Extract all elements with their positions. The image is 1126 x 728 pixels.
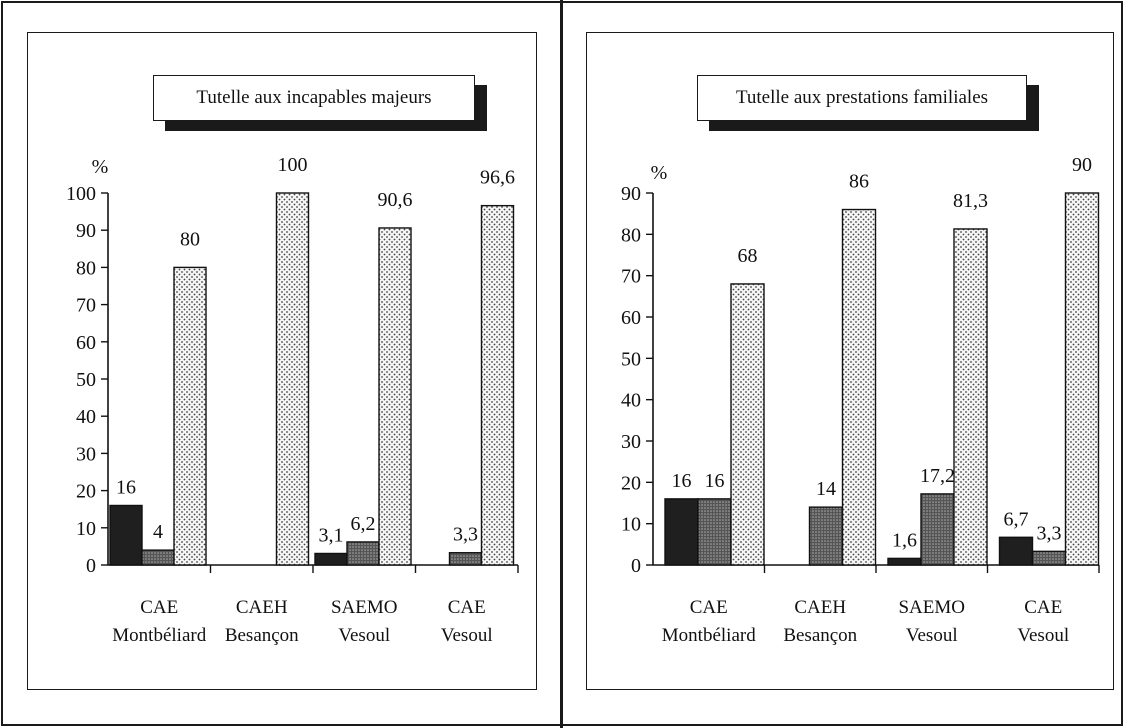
data-label: 3,3 xyxy=(453,524,478,546)
bar xyxy=(841,208,877,566)
y-tick-label: 70 xyxy=(621,266,641,288)
bar xyxy=(920,493,955,566)
chart-title: Tutelle aux incapables majeurs xyxy=(153,75,475,121)
y-tick-label: 50 xyxy=(621,348,641,370)
data-label: 14 xyxy=(816,478,836,500)
x-category-label: SAEMO xyxy=(331,597,398,618)
data-label: 16 xyxy=(116,476,136,498)
x-category-label: Vesoul xyxy=(338,625,390,646)
chart-panel-incapables-majeurs: Tutelle aux incapables majeurs 0 10 20 30 40… xyxy=(27,32,537,690)
bar xyxy=(1031,550,1067,566)
bar xyxy=(109,504,143,566)
chart-prestations-familiales: 0 10 20 30 40 50 60 70 80 90% CAE Montbéliard CAEH Be… xyxy=(621,154,1100,646)
data-label: 90,6 xyxy=(378,189,413,211)
x-category-label: Montbéliard xyxy=(112,625,206,646)
y-tick-label: 0 xyxy=(86,555,96,577)
y-tick-label: 60 xyxy=(76,332,96,354)
y-tick-label: 80 xyxy=(621,224,641,246)
x-category-label: CAE xyxy=(448,597,486,618)
data-label: 68 xyxy=(738,245,758,267)
data-label: 16 xyxy=(672,470,692,492)
bar xyxy=(448,552,483,566)
y-tick-label: 10 xyxy=(621,514,641,536)
chart-incapables-majeurs: 0 10 20 30 40 50 60 70 80 90 100% CAE Montbéliard CAE… xyxy=(66,154,519,646)
bar xyxy=(346,541,380,566)
data-label: 16 xyxy=(705,470,725,492)
y-tick-label: 40 xyxy=(76,406,96,428)
y-tick-label: 30 xyxy=(76,443,96,465)
bar xyxy=(378,227,412,566)
data-label: 80 xyxy=(180,228,200,250)
data-label: 86 xyxy=(849,171,869,193)
bar xyxy=(664,498,699,566)
x-category-label: CAEH xyxy=(236,597,288,618)
y-tick-label: 60 xyxy=(621,307,641,329)
y-tick-label: 0 xyxy=(631,555,641,577)
y-tick-label: 10 xyxy=(76,518,96,540)
bar xyxy=(953,228,988,566)
x-category-label: Vesoul xyxy=(441,625,493,646)
y-tick-label: 30 xyxy=(621,431,641,453)
bar xyxy=(275,192,310,566)
bar xyxy=(697,498,732,566)
chart-title: Tutelle aux prestations familiales xyxy=(697,75,1027,121)
y-axis-unit-label: % xyxy=(92,156,109,178)
data-label: 100 xyxy=(278,154,308,176)
data-label: 6,7 xyxy=(1004,508,1029,530)
x-category-label: Vesoul xyxy=(1017,625,1069,646)
data-label: 3,1 xyxy=(319,524,344,546)
x-category-label: CAEH xyxy=(794,597,846,618)
y-tick-label: 50 xyxy=(76,369,96,391)
y-tick-label: 90 xyxy=(621,183,641,205)
y-tick-label: 100 xyxy=(66,183,96,205)
y-tick-label: 20 xyxy=(621,472,641,494)
y-axis-unit-label: % xyxy=(651,162,668,184)
x-category-label: CAE xyxy=(690,597,728,618)
x-category-label: SAEMO xyxy=(898,597,965,618)
bar xyxy=(808,506,844,566)
y-tick-label: 40 xyxy=(621,390,641,412)
x-category-label: Montbéliard xyxy=(662,625,756,646)
data-label: 3,3 xyxy=(1037,522,1062,544)
data-label: 4 xyxy=(153,521,163,543)
chart-panel-prestations-familiales: Tutelle aux prestations familiales 0 10 20… xyxy=(586,32,1114,690)
bar xyxy=(887,557,922,566)
y-tick-label: 90 xyxy=(76,220,96,242)
x-category-label: Vesoul xyxy=(906,625,958,646)
bar xyxy=(480,204,515,566)
panel-divider xyxy=(560,0,563,728)
bar xyxy=(1064,192,1100,566)
y-tick-label: 70 xyxy=(76,295,96,317)
data-label: 6,2 xyxy=(351,513,376,535)
data-label: 1,6 xyxy=(892,529,917,551)
data-label: 81,3 xyxy=(953,190,988,212)
x-category-label: Besançon xyxy=(783,625,857,646)
data-label: 90 xyxy=(1072,154,1092,176)
x-category-label: CAE xyxy=(1024,597,1062,618)
bar xyxy=(141,549,175,566)
y-tick-label: 20 xyxy=(76,481,96,503)
bar xyxy=(998,536,1034,566)
bar xyxy=(314,552,348,566)
x-category-label: Besançon xyxy=(225,625,299,646)
bar xyxy=(173,266,207,566)
data-label: 17,2 xyxy=(920,465,955,487)
x-category-label: CAE xyxy=(140,597,178,618)
data-label: 96,6 xyxy=(480,167,515,189)
y-tick-label: 80 xyxy=(76,257,96,279)
bar xyxy=(730,283,765,566)
